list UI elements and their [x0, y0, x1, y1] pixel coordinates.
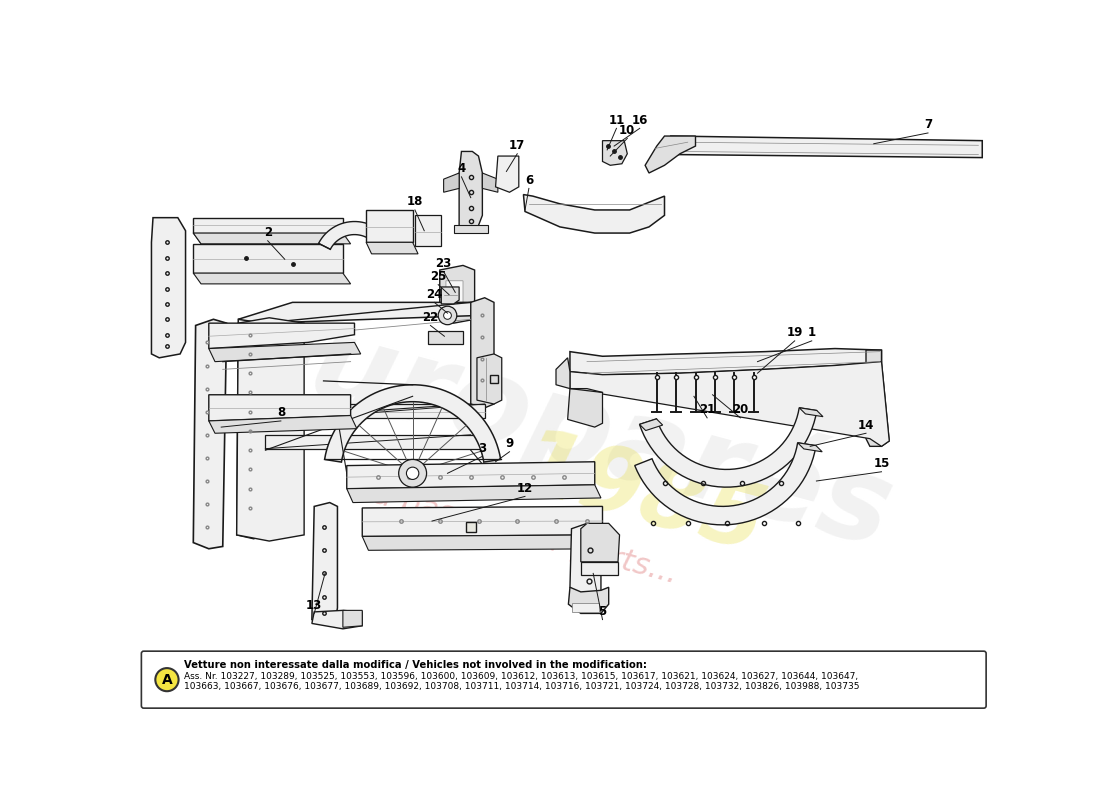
- Text: 9: 9: [505, 437, 514, 450]
- Polygon shape: [645, 136, 695, 173]
- Text: 2: 2: [264, 226, 272, 239]
- Text: 4: 4: [458, 162, 465, 175]
- Polygon shape: [194, 244, 343, 273]
- Text: 1: 1: [807, 326, 816, 339]
- Polygon shape: [495, 156, 519, 192]
- Polygon shape: [319, 222, 390, 250]
- Polygon shape: [556, 358, 570, 389]
- Text: 24: 24: [426, 288, 442, 301]
- Circle shape: [438, 306, 456, 325]
- Polygon shape: [312, 502, 338, 623]
- Text: Vetture non interessate dalla modifica / Vehicles not involved in the modificati: Vetture non interessate dalla modifica /…: [184, 661, 647, 670]
- Text: 12: 12: [517, 482, 534, 495]
- Polygon shape: [798, 442, 822, 452]
- Polygon shape: [635, 442, 816, 525]
- Polygon shape: [569, 587, 608, 614]
- Text: 7: 7: [924, 118, 932, 131]
- Polygon shape: [194, 233, 351, 244]
- Polygon shape: [346, 485, 601, 502]
- Polygon shape: [343, 610, 362, 627]
- Text: 18: 18: [407, 195, 424, 209]
- Polygon shape: [346, 462, 595, 489]
- Polygon shape: [866, 350, 889, 446]
- Polygon shape: [194, 319, 227, 549]
- Polygon shape: [471, 298, 494, 408]
- Polygon shape: [800, 408, 823, 417]
- Text: A: A: [162, 673, 173, 686]
- Polygon shape: [194, 273, 351, 284]
- Polygon shape: [209, 415, 356, 434]
- Polygon shape: [312, 610, 362, 629]
- Text: 6: 6: [525, 174, 533, 187]
- Text: 5: 5: [598, 605, 606, 618]
- Polygon shape: [639, 419, 662, 430]
- Polygon shape: [570, 349, 881, 374]
- Text: 10: 10: [619, 124, 636, 137]
- Text: 1985: 1985: [508, 422, 774, 571]
- Polygon shape: [483, 173, 498, 192]
- Polygon shape: [236, 318, 304, 541]
- Polygon shape: [366, 242, 418, 254]
- Polygon shape: [581, 562, 618, 575]
- Polygon shape: [603, 141, 627, 166]
- Polygon shape: [194, 218, 343, 233]
- Polygon shape: [362, 535, 608, 550]
- Polygon shape: [443, 173, 459, 192]
- Circle shape: [155, 668, 178, 691]
- Polygon shape: [524, 194, 664, 233]
- Text: 13: 13: [306, 599, 322, 612]
- Polygon shape: [265, 435, 485, 449]
- Text: 17: 17: [509, 139, 526, 152]
- Polygon shape: [415, 215, 441, 246]
- Text: 11: 11: [608, 114, 625, 126]
- Polygon shape: [209, 394, 351, 421]
- Polygon shape: [324, 385, 500, 462]
- Text: 21: 21: [698, 403, 715, 416]
- Text: 22: 22: [422, 311, 439, 324]
- Polygon shape: [639, 408, 817, 487]
- Polygon shape: [446, 281, 463, 313]
- Polygon shape: [239, 302, 478, 323]
- Text: 3: 3: [478, 442, 486, 455]
- Text: 14: 14: [858, 418, 874, 432]
- Polygon shape: [209, 323, 354, 349]
- Text: 16: 16: [631, 114, 648, 126]
- Polygon shape: [453, 226, 487, 233]
- Text: Ass. Nr. 103227, 103289, 103525, 103553, 103596, 103600, 103609, 103612, 103613,: Ass. Nr. 103227, 103289, 103525, 103553,…: [184, 672, 859, 691]
- Polygon shape: [664, 136, 982, 158]
- Text: europarés: europarés: [222, 282, 905, 572]
- Polygon shape: [209, 342, 361, 362]
- Circle shape: [406, 467, 419, 479]
- Polygon shape: [459, 151, 483, 230]
- Text: 25: 25: [430, 270, 447, 283]
- Text: 23: 23: [436, 257, 452, 270]
- Polygon shape: [570, 523, 601, 598]
- Polygon shape: [152, 218, 186, 358]
- Text: 19: 19: [786, 326, 803, 339]
- Polygon shape: [236, 318, 263, 538]
- Polygon shape: [570, 362, 889, 446]
- Polygon shape: [477, 354, 502, 404]
- Polygon shape: [440, 266, 474, 323]
- Text: a passion for parts...: a passion for parts...: [370, 480, 681, 590]
- Text: 20: 20: [733, 403, 749, 416]
- Polygon shape: [568, 389, 603, 427]
- Polygon shape: [441, 287, 459, 304]
- Circle shape: [398, 459, 427, 487]
- Circle shape: [443, 312, 451, 319]
- Polygon shape: [572, 602, 600, 612]
- FancyBboxPatch shape: [142, 651, 986, 708]
- Polygon shape: [366, 210, 412, 242]
- Text: 8: 8: [277, 406, 285, 419]
- Polygon shape: [362, 506, 603, 537]
- Polygon shape: [581, 523, 619, 562]
- Polygon shape: [428, 331, 463, 344]
- Polygon shape: [265, 404, 485, 418]
- Text: 15: 15: [873, 458, 890, 470]
